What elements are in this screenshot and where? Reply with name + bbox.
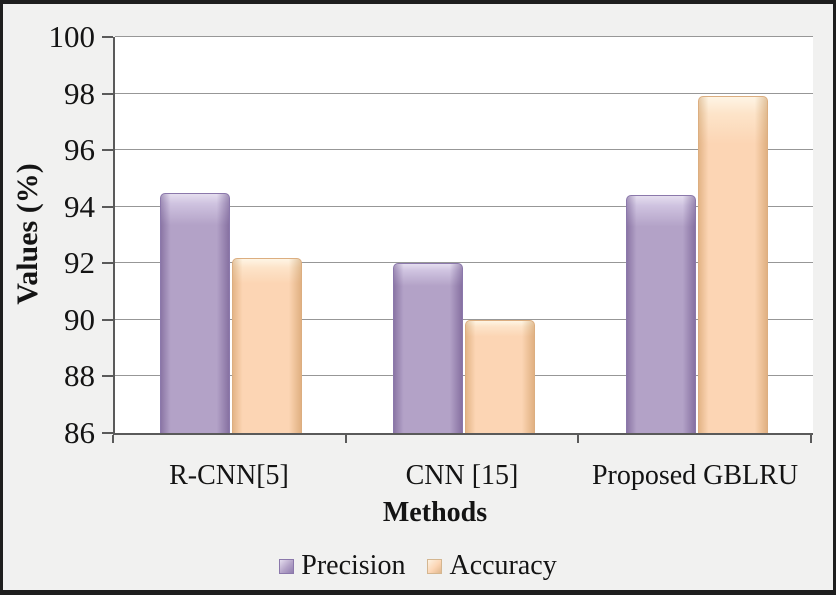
y-tick-label: 98 bbox=[64, 75, 95, 111]
legend-label: Accuracy bbox=[449, 550, 557, 581]
y-tick-label: 90 bbox=[64, 301, 95, 337]
y-tick-label: 100 bbox=[48, 19, 96, 54]
gridline bbox=[115, 205, 813, 207]
legend: Precision Accuracy bbox=[3, 549, 833, 583]
y-tick-mark bbox=[102, 36, 113, 38]
y-tick-mark bbox=[102, 92, 113, 95]
gridline bbox=[115, 36, 813, 37]
x-tick-mark bbox=[112, 435, 114, 443]
y-tick-mark bbox=[102, 262, 113, 265]
y-tick-label: 96 bbox=[64, 132, 95, 168]
legend-item: Precision bbox=[279, 550, 405, 582]
y-tick-mark bbox=[102, 318, 113, 321]
plot-area bbox=[113, 36, 813, 435]
bar-accuracy bbox=[465, 320, 535, 433]
x-axis-title: Methods bbox=[382, 497, 488, 528]
y-tick-label: 92 bbox=[64, 245, 95, 281]
y-tick-mark bbox=[102, 149, 113, 152]
bar-precision bbox=[626, 195, 696, 433]
gridline bbox=[115, 262, 813, 264]
gridline bbox=[115, 375, 813, 377]
x-tick-mark bbox=[345, 435, 347, 443]
y-tick-label: 86 bbox=[64, 415, 95, 450]
category-label: CNN [15] bbox=[405, 460, 519, 491]
legend-swatch-precision-icon bbox=[279, 558, 295, 574]
bar-precision bbox=[393, 263, 463, 433]
legend-swatch-accuracy-icon bbox=[427, 558, 443, 574]
x-tick-mark bbox=[577, 435, 579, 443]
legend-label: Precision bbox=[301, 550, 406, 581]
y-tick-mark bbox=[102, 205, 113, 208]
y-tick-label: 88 bbox=[64, 358, 95, 394]
bar-accuracy bbox=[698, 96, 768, 433]
category-label: R-CNN[5] bbox=[169, 460, 289, 491]
category-label: Proposed GBLRU bbox=[591, 460, 799, 491]
y-axis-title: Values (%) bbox=[11, 163, 44, 305]
y-tick-mark bbox=[102, 432, 113, 434]
bar-accuracy bbox=[232, 258, 302, 433]
x-tick-mark bbox=[810, 435, 812, 443]
y-tick-label: 94 bbox=[64, 188, 95, 224]
gridline bbox=[115, 92, 813, 94]
gridline bbox=[115, 149, 813, 151]
y-tick-mark bbox=[102, 375, 113, 378]
legend-item: Accuracy bbox=[427, 550, 557, 582]
bar-precision bbox=[160, 193, 230, 433]
gridline bbox=[115, 318, 813, 320]
